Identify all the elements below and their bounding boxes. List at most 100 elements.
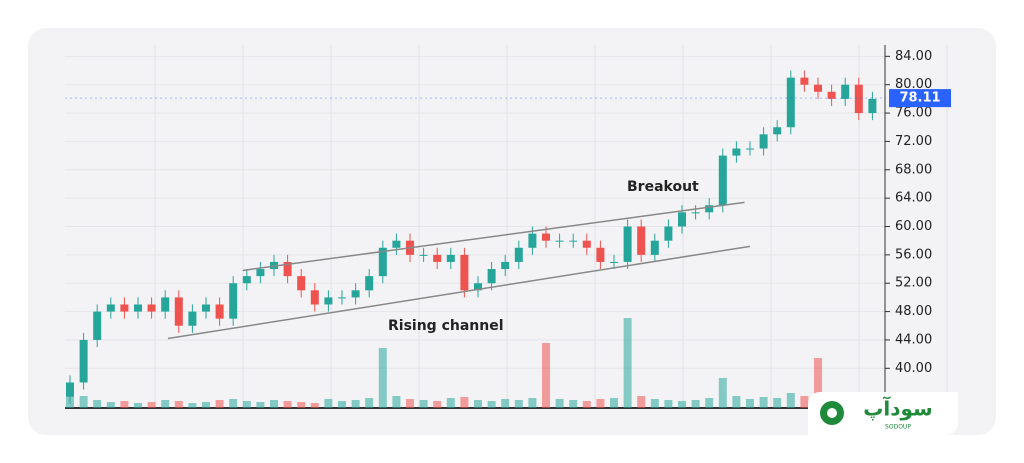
volume-bar: [256, 402, 265, 408]
candle-body: [800, 77, 809, 85]
candle-body: [555, 240, 564, 242]
volume-bar: [188, 403, 197, 408]
logo-mark: سودآپ SODOUP: [820, 396, 933, 431]
logo-name: سودآپ: [863, 396, 932, 421]
channel-line: [242, 201, 745, 272]
candle-body: [854, 84, 863, 114]
volume-bar: [351, 400, 360, 408]
candle-body: [378, 247, 387, 277]
logo-latin: SODOUP: [885, 424, 911, 431]
candle-body: [419, 254, 428, 256]
volume-bar: [596, 399, 605, 408]
annotation: Rising channel: [388, 318, 504, 334]
volume-bar: [718, 378, 727, 408]
volume-bar: [542, 343, 550, 408]
volume-bar: [215, 400, 224, 408]
volume-bar: [691, 400, 700, 408]
candle-body: [283, 261, 292, 277]
candle-body: [582, 240, 591, 248]
volume-bar: [664, 400, 673, 408]
candle-body: [338, 297, 346, 299]
candle-body: [514, 247, 523, 262]
volume-bar: [623, 318, 632, 408]
candle-body: [746, 148, 754, 150]
candle-body: [66, 382, 74, 397]
y-tick-label: 76.00: [895, 106, 932, 121]
candle-body: [174, 297, 183, 326]
candle-body: [310, 290, 319, 305]
volume-bar: [392, 396, 401, 408]
y-tick-label: 84.00: [895, 49, 932, 64]
volume-bar: [650, 399, 659, 408]
candle-body: [650, 240, 659, 255]
logo-icon-dot: [827, 408, 837, 418]
volume-bar: [814, 358, 822, 408]
candle-body: [229, 283, 238, 319]
volume-bar: [406, 399, 414, 408]
candle-body: [433, 254, 442, 262]
candle-body: [487, 269, 496, 284]
candle-body: [242, 276, 251, 284]
y-tick-label: 56.00: [895, 247, 932, 262]
candle-body: [134, 304, 142, 312]
y-tick-label: 64.00: [895, 191, 932, 206]
candle-body: [161, 297, 170, 312]
candle-body: [188, 311, 197, 326]
volume-bar: [229, 399, 238, 408]
volume-bar: [528, 398, 537, 408]
candle-body: [732, 148, 741, 156]
volume-bar: [106, 402, 115, 408]
candle-body: [460, 254, 469, 291]
candle-body: [392, 240, 401, 248]
volume-bar: [555, 399, 564, 408]
candle-body: [718, 155, 727, 206]
volume-bar: [773, 398, 782, 408]
candle-body: [569, 240, 578, 242]
y-tick-label: 68.00: [895, 162, 932, 177]
volume-bar: [610, 398, 618, 408]
volume-bar: [446, 398, 455, 408]
volume-bar: [786, 393, 795, 408]
volume-bar: [174, 401, 183, 408]
candle-body: [215, 304, 224, 319]
y-tick-label: 72.00: [895, 134, 932, 149]
candle-body: [542, 233, 550, 241]
candle-body: [841, 84, 850, 99]
volume-bar: [242, 401, 251, 408]
candle-body: [93, 311, 102, 340]
volume-bar: [637, 396, 646, 408]
candle-body: [202, 304, 210, 312]
y-tick-label: 40.00: [895, 361, 932, 376]
y-tick-label: 48.00: [895, 304, 932, 319]
candle-body: [759, 134, 768, 149]
volume-bar: [270, 400, 278, 408]
candle-body: [596, 247, 605, 262]
volume-bar: [501, 399, 510, 408]
y-tick-label: 44.00: [895, 332, 932, 347]
candle-body: [79, 339, 88, 383]
volume-bar: [582, 401, 591, 408]
candle-body: [106, 304, 115, 312]
candle-body: [147, 304, 156, 312]
volume-bar: [79, 396, 88, 408]
volume-bar: [569, 400, 578, 408]
volume-bar: [283, 401, 292, 408]
volume-bar: [678, 401, 686, 408]
candle-body: [297, 276, 306, 291]
candle-body: [637, 226, 646, 255]
candle-body: [610, 261, 618, 263]
candle-body: [446, 254, 455, 262]
candle-body: [664, 226, 673, 241]
volume-bar: [202, 402, 210, 408]
candle-body: [623, 226, 632, 262]
candle-body: [827, 91, 836, 99]
candle-body: [678, 212, 686, 227]
candle-body: [691, 212, 700, 214]
candle-body: [528, 233, 537, 248]
volume-bar: [514, 400, 523, 408]
volume-bar: [134, 403, 142, 408]
volume-bar: [297, 402, 306, 408]
volume-bar: [705, 398, 714, 408]
volume-bar: [147, 402, 156, 408]
